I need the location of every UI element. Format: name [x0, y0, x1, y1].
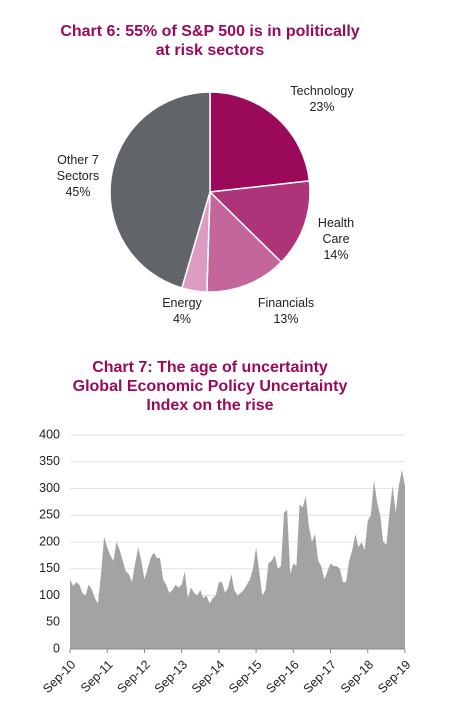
slice-label: Financials 13%	[241, 295, 331, 327]
pie-slice	[206, 190, 283, 293]
slice-label: Other 7 Sectors 45%	[48, 152, 108, 200]
slice-label: Health Care 14%	[311, 215, 361, 263]
y-tick-label: 350	[39, 454, 60, 468]
chart-title: Chart 6: 55% of S&P 500 is in politicall…	[60, 23, 360, 59]
x-tick-label: Sep-14	[189, 658, 227, 696]
y-tick-label: 250	[39, 508, 60, 522]
x-tick-label: Sep-13	[152, 658, 190, 696]
category: Other 7 Sectors	[56, 153, 100, 183]
y-tick-label: 0	[53, 641, 60, 655]
category: Energy	[162, 296, 202, 310]
x-tick-label: Sep-18	[338, 658, 376, 696]
category: Financials	[257, 296, 315, 310]
y-tick-label: 150	[39, 561, 60, 575]
pie-slice	[208, 180, 311, 264]
slice-label: Energy 4%	[152, 295, 212, 327]
x-tick-label: Sep-16	[263, 658, 301, 696]
x-tick-label: Sep-19	[375, 658, 413, 696]
y-tick-label: 50	[46, 615, 60, 629]
chart-title: Chart 7: The age of uncertainty Global E…	[72, 359, 348, 414]
y-tick-label: 300	[39, 481, 60, 495]
pie-slice	[209, 91, 311, 193]
x-tick-label: Sep-12	[114, 658, 152, 696]
slice-label: Technology 23%	[277, 83, 367, 115]
y-tick-label: 100	[39, 588, 60, 602]
value-label: 23%	[309, 100, 335, 114]
value-label: 45%	[65, 185, 91, 199]
y-tick-label: 400	[39, 427, 60, 441]
y-tick-label: 200	[39, 534, 60, 548]
area	[70, 469, 405, 649]
value-label: 14%	[323, 248, 349, 262]
x-tick-label: Sep-17	[301, 658, 339, 696]
value-label: 4%	[172, 312, 192, 326]
pie-slice	[109, 91, 211, 289]
category: Health Care	[317, 216, 355, 246]
value-label: 13%	[273, 312, 299, 326]
x-tick-label: Sep-10	[40, 658, 78, 696]
x-tick-label: Sep-15	[226, 658, 264, 696]
category: Technology	[290, 84, 354, 98]
x-tick-label: Sep-11	[78, 658, 116, 696]
